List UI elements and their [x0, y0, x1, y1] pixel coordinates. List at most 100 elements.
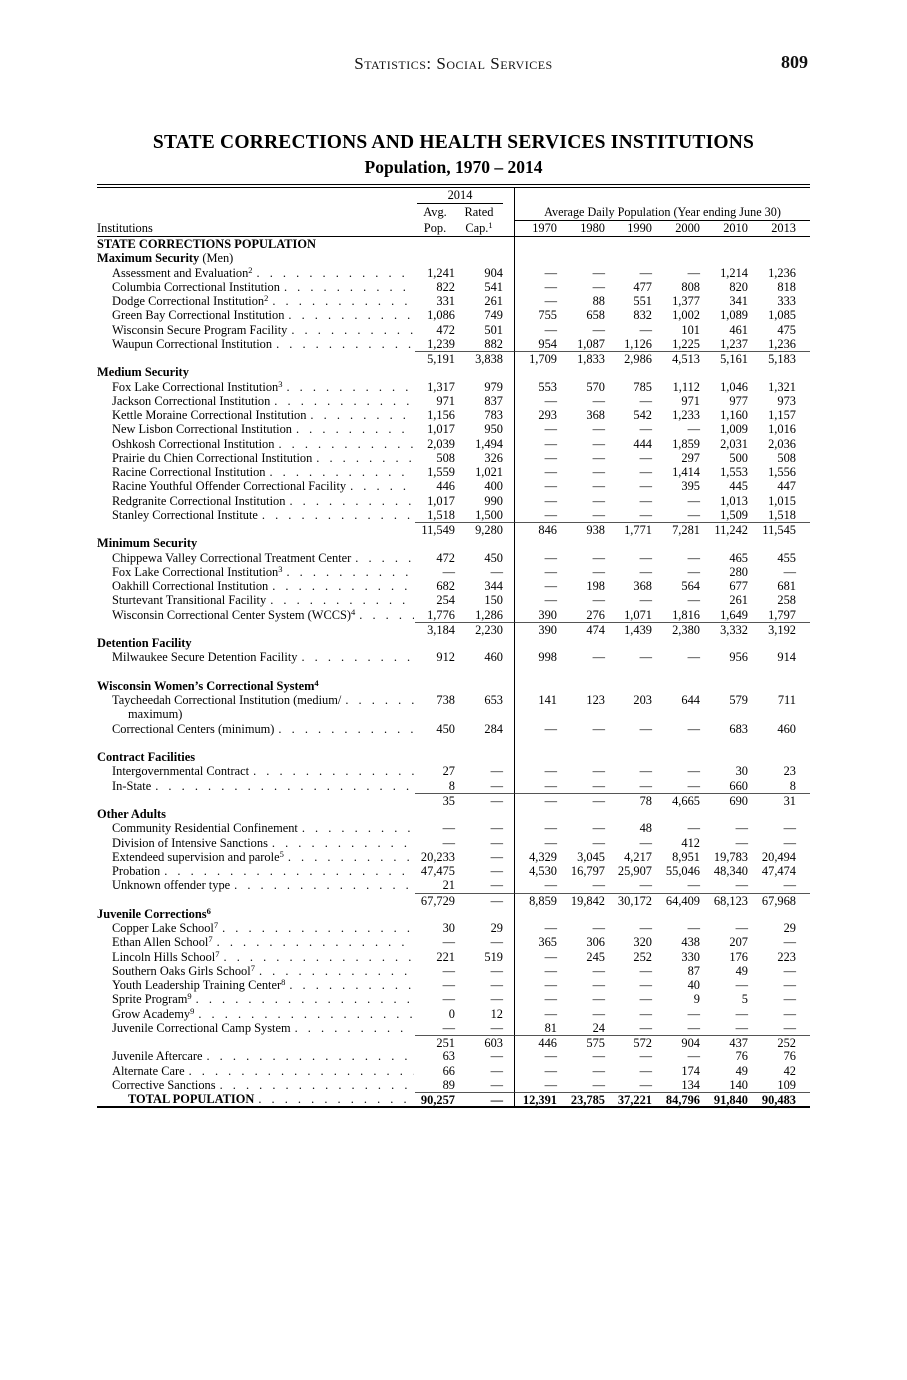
data-row: Milwaukee Secure Detention Facility. . .…	[97, 650, 810, 665]
cell-avg-pop	[415, 679, 455, 693]
dot-leaders: . . . . . . . . . . . . . . . . . . . . …	[216, 935, 414, 950]
cell-y2000: —	[687, 1006, 700, 1021]
dot-leaders: . . . . . . . . . . . . . . . . . . . . …	[206, 1049, 414, 1064]
cell-rated-cap: 950	[484, 422, 503, 437]
footnote-marker: 5	[279, 848, 284, 859]
cell-y1990: —	[639, 465, 652, 479]
cell-y2013: 1,236	[768, 336, 796, 351]
row-label-cell: Grow Academy9. . . . . . . . . . . . . .…	[97, 1006, 415, 1021]
cell-y1990: 37,221	[605, 1092, 652, 1107]
cell-rated-cap: 1,500	[475, 507, 503, 522]
cell-y1990: —	[639, 721, 652, 736]
row-label: Copper Lake School7	[112, 920, 219, 935]
cell-y2010	[700, 736, 748, 750]
cell-y2010: 3,332	[700, 621, 748, 637]
cell-y1970: —	[514, 564, 557, 579]
data-row: Stanley Correctional Institute. . . . . …	[97, 507, 810, 522]
cell-y1980	[557, 237, 605, 251]
cell-y2010: 280	[729, 564, 748, 579]
cell-y2013: 818	[777, 279, 796, 294]
cell-rated-cap: —	[490, 849, 503, 864]
row-label: Fox Lake Correctional Institution3	[112, 378, 283, 394]
cell-y1970: 390	[514, 607, 557, 622]
section-row: Contract Facilities	[97, 750, 810, 765]
cell-y1980	[557, 907, 605, 921]
cell-y1990: 572	[605, 1035, 652, 1050]
cell-y2000: 808	[681, 279, 700, 294]
row-label: Correctional Centers (minimum)	[112, 721, 275, 736]
cell-y2000	[652, 237, 700, 251]
cell-y1980: —	[592, 422, 605, 437]
cell-y1990: —	[639, 593, 652, 608]
cell-y1990: —	[639, 878, 652, 893]
cell-y1970	[514, 750, 557, 765]
cell-y1980: —	[592, 778, 605, 793]
row-label: Kettle Moraine Correctional Institution	[112, 408, 307, 422]
row-label-cell: TOTAL POPULATION. . . . . . . . . . . . …	[97, 1092, 415, 1107]
cell-y1970: —	[514, 279, 557, 294]
data-row: Unknown offender type. . . . . . . . . .…	[97, 878, 810, 893]
row-label-cell: Racine Youthful Offender Correctional Fa…	[97, 479, 415, 493]
cell-y1970: —	[514, 721, 557, 736]
cell-avg-pop: 1,239	[427, 336, 455, 351]
dot-leaders: . . . . . . . . . . . . . . . . . . . . …	[164, 864, 414, 878]
cell-y2000	[652, 665, 700, 679]
cell-rated-cap: 501	[484, 322, 503, 337]
row-label-cell: Lincoln Hills School7. . . . . . . . . .…	[97, 949, 415, 964]
cell-y1970: 1,709	[514, 351, 557, 367]
cell-y1970: —	[514, 422, 557, 437]
cell-rated-cap: 344	[484, 579, 503, 593]
cell-rated-cap: 9,280	[455, 522, 514, 537]
cell-y1990	[605, 679, 652, 693]
dot-leaders: . . . . . . . . . . . . . . . . . . . . …	[272, 579, 414, 593]
row-label: maximum)	[128, 707, 183, 722]
page-title-line2: Population, 1970 – 2014	[364, 157, 543, 177]
cell-y1990	[605, 636, 652, 650]
cell-y2000: —	[687, 821, 700, 836]
cell-y1980: —	[592, 650, 605, 665]
dot-leaders: . . . . . . . . . . . . . . . . . . . . …	[258, 963, 414, 978]
cell-y1990: —	[639, 393, 652, 408]
cell-y2000: 87	[687, 963, 700, 978]
data-row: Division of Intensive Sanctions. . . . .…	[97, 835, 810, 850]
cell-y1990: 1,771	[605, 522, 652, 537]
row-label: Corrective Sanctions	[112, 1077, 216, 1092]
cell-y2010: —	[735, 835, 748, 850]
row-label-cell: Juvenile Correctional Camp System. . . .…	[97, 1021, 415, 1035]
cell-y1970: —	[514, 878, 557, 893]
row-label-cell: Taycheedah Correctional Institution (med…	[97, 693, 415, 707]
row-label: Contract Facilities	[97, 750, 196, 764]
cell-y1980: 1,087	[577, 336, 605, 351]
cell-y2000: 9	[693, 992, 700, 1007]
cell-y2000	[652, 251, 700, 265]
cell-y2013: 973	[777, 393, 796, 408]
cell-avg-pop: 30	[442, 921, 455, 935]
cell-y2000: 40	[687, 978, 700, 992]
cell-y1990: —	[639, 764, 652, 779]
cell-y2013: 711	[777, 693, 796, 707]
data-row: Probation. . . . . . . . . . . . . . . .…	[97, 864, 810, 879]
cell-rated-cap: —	[455, 892, 514, 908]
cell-y1990: 48	[639, 821, 652, 836]
cell-avg-pop: —	[442, 1020, 455, 1035]
cell-rated-cap	[455, 807, 514, 821]
header-row-yeargroup: 2014	[97, 188, 810, 204]
cell-y1990: —	[639, 564, 652, 579]
cell-y1990: 1,071	[624, 607, 652, 622]
cell-y2013: 23	[783, 764, 796, 779]
cell-y1970: —	[514, 294, 557, 309]
cell-y1990	[605, 907, 652, 921]
cell-y1980: 16,797	[570, 864, 605, 878]
cell-y2000: 330	[681, 949, 700, 964]
cell-y2013: 76	[783, 1049, 796, 1064]
cell-avg-pop: 912	[436, 650, 455, 665]
cell-y2010: 437	[700, 1035, 748, 1050]
cell-y2000: —	[687, 422, 700, 437]
dot-leaders: . . . . . . . . . . . . . . . . . . . . …	[256, 265, 414, 280]
cell-y2013: 31	[748, 792, 810, 808]
cell-y2013: 90,483	[748, 1092, 810, 1107]
cell-y2000: 8,951	[672, 849, 700, 864]
row-label-cell: Unknown offender type. . . . . . . . . .…	[97, 878, 415, 892]
cell-y1970: 8,859	[514, 892, 557, 908]
row-label-cell: Maximum Security (Men)	[97, 251, 415, 265]
